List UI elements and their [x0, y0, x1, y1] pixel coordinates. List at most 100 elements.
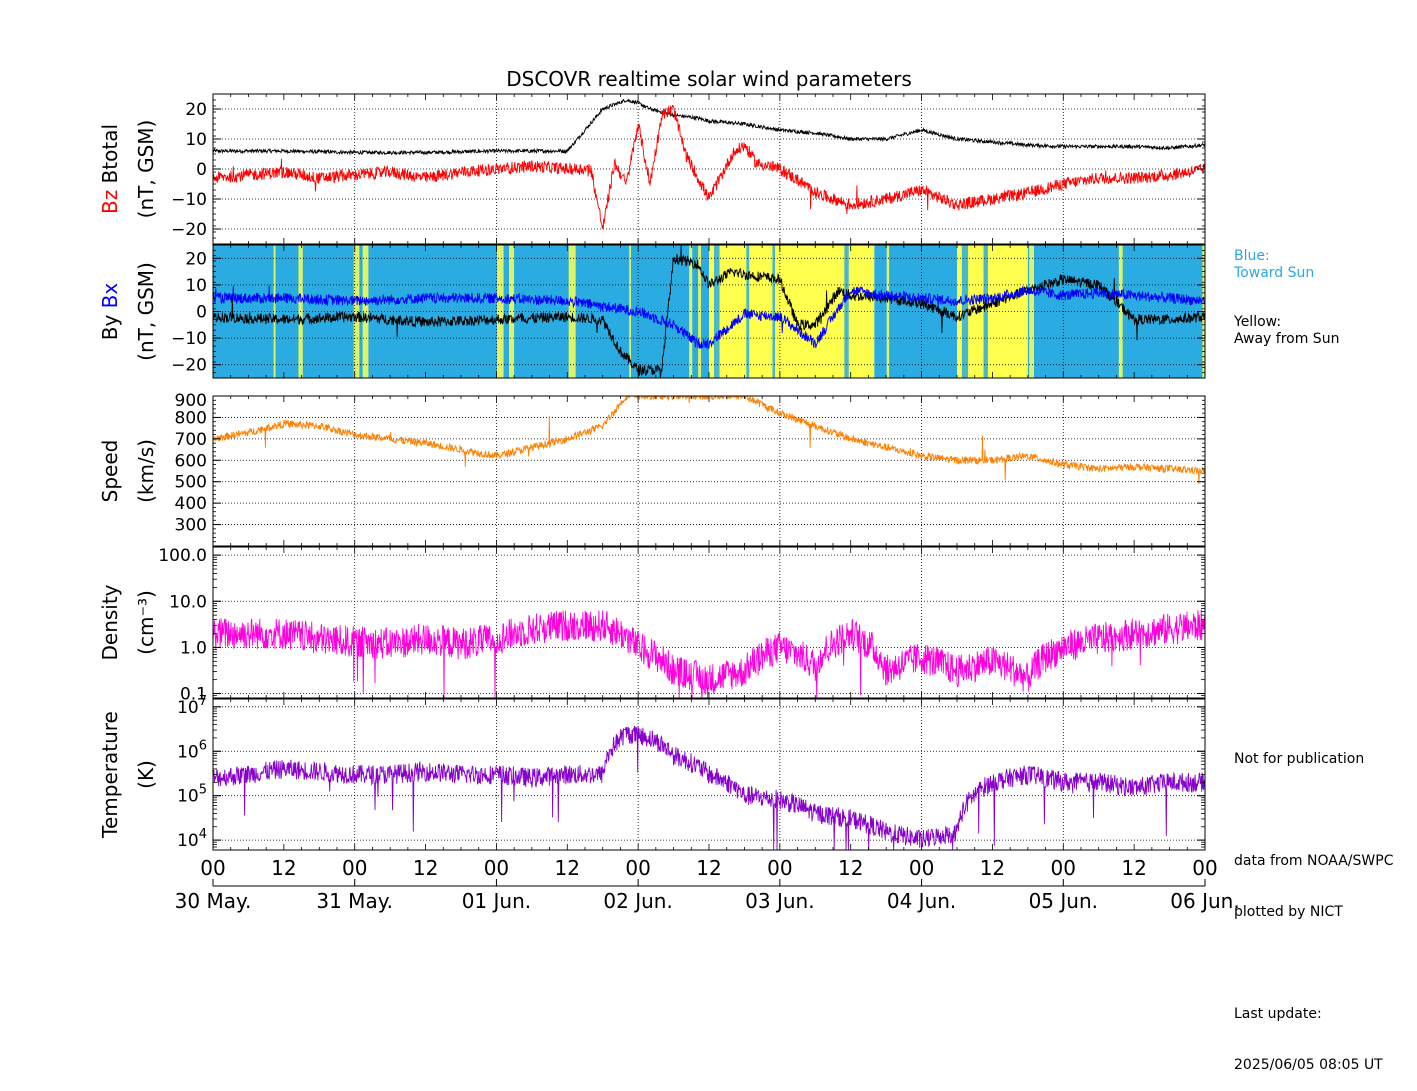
series-by: [213, 245, 1205, 378]
polarity-stripe: [362, 245, 369, 378]
panel-magnetic-field-total: 20 10 0 −10 −20 Bz Btotal (nT, GSM): [98, 93, 1206, 245]
y-tick-label: 400: [175, 494, 207, 514]
legend-away: Yellow: Away from Sun: [1234, 314, 1339, 348]
y-axis: 20 10 0 −10 −20: [171, 93, 1205, 245]
panel-frame: [212, 395, 1206, 547]
date-label: 06 Jun.: [1170, 889, 1239, 913]
y-axis-title-part: Bz: [98, 190, 122, 214]
y-axis-label: Speed (km/s): [98, 439, 158, 503]
y-axis-title: Speed: [98, 440, 122, 503]
panel-x-ticks: [212, 245, 1206, 378]
y-axis-units: (K): [134, 760, 158, 789]
date-label: 30 May.: [175, 889, 252, 913]
x-tick-label: 12: [1121, 856, 1146, 880]
x-axis: 00 12 00 12 00 12 00 12 00 12 00 12 00 12 00 30 May. 31 …: [175, 856, 1240, 913]
polarity-stripe: [714, 245, 720, 378]
y-axis-label: Temperature (K): [98, 711, 158, 839]
legend-toward-title: Blue:: [1234, 248, 1270, 264]
polarity-band-toward: [213, 245, 709, 378]
plotted-by: plotted by NICT: [1234, 904, 1343, 920]
legend-away-desc: Away from Sun: [1234, 331, 1340, 347]
date-label: 01 Jun.: [462, 889, 531, 913]
x-tick-label: 12: [980, 856, 1005, 880]
polarity-stripe: [568, 245, 576, 378]
grid: [213, 396, 1205, 546]
y-axis: 107 106 105 104: [177, 694, 1205, 851]
panel-x-ticks: [212, 547, 1206, 698]
series-density: [213, 609, 1205, 698]
panel-temperature: 107 106 105 104 Temperature (K): [98, 694, 1206, 851]
y-tick-label: 20: [185, 249, 207, 269]
x-tick-label: 00: [484, 856, 509, 880]
y-axis-title: Temperature: [98, 711, 122, 839]
date-label: 03 Jun.: [745, 889, 814, 913]
y-axis-label: Bz Btotal (nT, GSM): [98, 120, 158, 219]
y-axis-label: Density (cm⁻³): [98, 584, 158, 660]
x-tick-label: 00: [1192, 856, 1217, 880]
x-tick-label: 12: [838, 856, 863, 880]
legend-away-title: Yellow:: [1234, 314, 1282, 330]
y-axis-title-part: By: [98, 315, 122, 341]
y-tick-label: 300: [175, 516, 207, 536]
y-axis-title-part: Bx: [98, 283, 122, 315]
series-btotal: [213, 98, 1205, 156]
polarity-stripe: [353, 245, 360, 378]
y-tick-label: 10: [185, 130, 207, 150]
x-tick-label: 00: [1051, 856, 1076, 880]
y-axis-units: (km/s): [134, 439, 158, 503]
date-label: 05 Jun.: [1029, 889, 1098, 913]
y-tick-label: 600: [175, 451, 207, 471]
x-tick-label: 12: [555, 856, 580, 880]
x-tick-label: 12: [271, 856, 296, 880]
x-tick-label: 00: [767, 856, 792, 880]
data-source: data from NOAA/SWPC: [1234, 853, 1394, 869]
date-label: 04 Jun.: [887, 889, 956, 913]
x-tick-label: 00: [909, 856, 934, 880]
y-tick-label: 100.0: [158, 546, 207, 566]
y-tick-label: −20: [171, 356, 207, 376]
polarity-stripe: [1118, 245, 1123, 378]
y-tick-label: 105: [177, 783, 207, 807]
polarity-stripe: [273, 245, 276, 378]
series-group: [213, 98, 1205, 230]
series-temperature: [213, 725, 1205, 850]
x-tick-label: 00: [625, 856, 650, 880]
x-tick-label: 00: [200, 856, 225, 880]
y-axis-units: (cm⁻³): [134, 590, 158, 655]
y-tick-label: 107: [177, 694, 207, 718]
panel-x-ticks: [212, 94, 1206, 244]
y-tick-label: −10: [171, 190, 207, 210]
y-tick-label: 900: [175, 391, 207, 411]
series-group: [213, 725, 1205, 850]
legend-toward-desc: Toward Sun: [1234, 265, 1315, 281]
series-group: [213, 609, 1205, 698]
y-tick-label: 10.0: [169, 592, 207, 612]
panel-magnetic-field-components: 20 10 0 −10 −20 By Bx (nT, GSM): [98, 244, 1206, 379]
series-speed: [213, 396, 1205, 485]
y-axis-title-part: Btotal: [98, 124, 122, 190]
x-tick-label: 00: [342, 856, 367, 880]
legend-toward: Blue: Toward Sun: [1234, 248, 1314, 282]
y-tick-label: 1.0: [180, 638, 207, 658]
y-axis-title: Bz Btotal: [98, 124, 122, 214]
y-axis: 20 10 0 −10 −20: [171, 244, 1205, 379]
polarity-stripe: [1029, 245, 1034, 378]
panel-x-ticks: [212, 396, 1206, 546]
y-axis-title: Density: [98, 584, 122, 660]
notes-block: Not for publication data from NOAA/SWPC …: [1234, 717, 1393, 1091]
date-label: 02 Jun.: [603, 889, 672, 913]
chart-title: DSCOVR realtime solar wind parameters: [506, 67, 912, 91]
polarity-band-away: [957, 245, 1028, 378]
y-tick-label: 104: [177, 827, 207, 851]
y-axis: 100.0 10.0 1.0 0.1: [158, 546, 1205, 705]
y-tick-label: 700: [175, 430, 207, 450]
panel-x-ticks: [212, 699, 1206, 850]
x-tick-label: 12: [413, 856, 438, 880]
y-tick-label: 0.1: [180, 685, 207, 705]
x-tick-label: 12: [696, 856, 721, 880]
series-bz: [213, 104, 1205, 230]
series-group: [213, 245, 1205, 378]
y-axis-label: By Bx (nT, GSM): [98, 262, 158, 361]
series-group: [213, 396, 1205, 485]
